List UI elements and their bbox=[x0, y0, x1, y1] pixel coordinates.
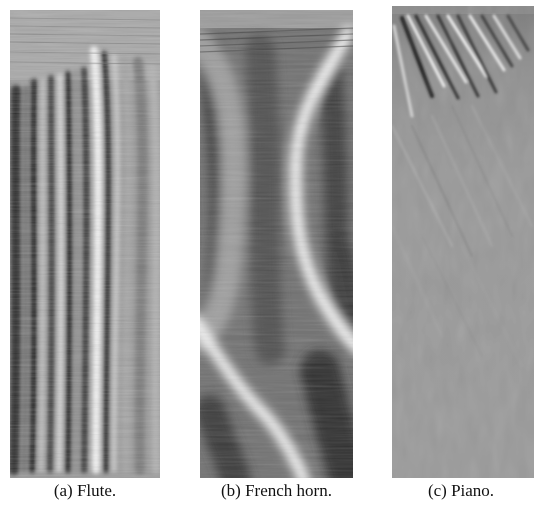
piano-image bbox=[392, 6, 534, 478]
caption-flute: (a) Flute. bbox=[10, 481, 160, 501]
caption-text: French horn. bbox=[245, 481, 332, 500]
french-horn-image bbox=[200, 10, 353, 478]
caption-text: Flute. bbox=[76, 481, 117, 500]
caption-french-horn: (b) French horn. bbox=[190, 481, 363, 501]
caption-label: (b) bbox=[221, 481, 241, 500]
caption-label: (c) bbox=[427, 481, 447, 500]
flute-image bbox=[10, 10, 160, 478]
caption-label: (a) bbox=[53, 481, 73, 500]
caption-text: Piano. bbox=[451, 481, 495, 500]
caption-piano: (c) Piano. bbox=[388, 481, 534, 501]
